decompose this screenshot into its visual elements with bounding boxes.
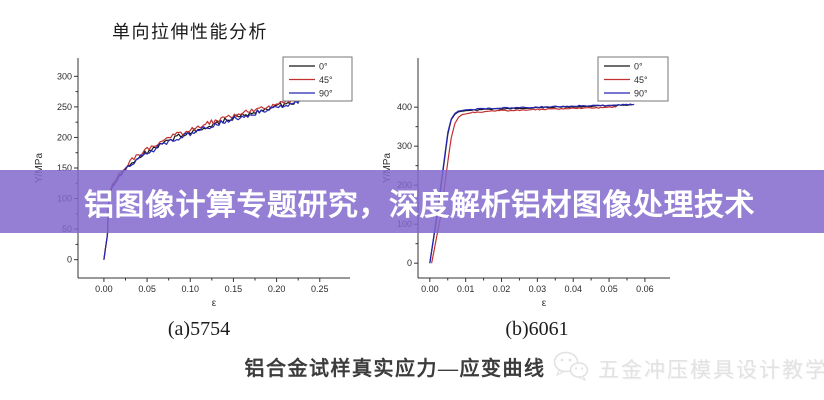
svg-text:0.03: 0.03 bbox=[529, 284, 547, 294]
chart-stress-strain-5754: 0.000.050.100.150.200.250501001502002503… bbox=[34, 56, 353, 308]
svg-text:0.00: 0.00 bbox=[95, 284, 113, 294]
svg-text:0.15: 0.15 bbox=[225, 284, 243, 294]
svg-text:250: 250 bbox=[57, 102, 72, 112]
svg-text:0.01: 0.01 bbox=[457, 284, 475, 294]
svg-text:0.20: 0.20 bbox=[268, 284, 286, 294]
svg-text:300: 300 bbox=[57, 71, 72, 81]
svg-text:45°: 45° bbox=[634, 75, 648, 85]
svg-text:0°: 0° bbox=[634, 62, 643, 72]
svg-text:300: 300 bbox=[397, 141, 412, 151]
svg-text:ε: ε bbox=[542, 298, 547, 308]
svg-text:ε: ε bbox=[212, 298, 217, 308]
svg-text:45°: 45° bbox=[319, 75, 333, 85]
svg-text:0.05: 0.05 bbox=[600, 284, 618, 294]
svg-text:90°: 90° bbox=[634, 89, 648, 99]
svg-text:0.02: 0.02 bbox=[493, 284, 511, 294]
svg-text:Y/MPa: Y/MPa bbox=[382, 153, 393, 183]
svg-text:0: 0 bbox=[407, 258, 412, 268]
svg-text:0.04: 0.04 bbox=[564, 284, 582, 294]
figure-title: 单向拉伸性能分析 bbox=[112, 22, 268, 42]
svg-text:0: 0 bbox=[67, 255, 72, 265]
watermark: 五金冲压模具设计教学 bbox=[552, 350, 824, 387]
headline-banner: 铝图像计算专题研究，深度解析铝材图像处理技术 bbox=[0, 170, 824, 233]
svg-text:0.10: 0.10 bbox=[181, 284, 199, 294]
wechat-icon bbox=[552, 350, 590, 387]
headline-text: 铝图像计算专题研究，深度解析铝材图像处理技术 bbox=[84, 188, 755, 222]
watermark-text: 五金冲压模具设计教学 bbox=[598, 358, 824, 382]
figure-caption: 铝合金试样真实应力—应变曲线 bbox=[244, 358, 546, 380]
subplot-label-6061: (b)6061 bbox=[505, 318, 569, 340]
svg-text:0.00: 0.00 bbox=[421, 284, 439, 294]
svg-text:400: 400 bbox=[397, 102, 412, 112]
svg-text:150: 150 bbox=[57, 163, 72, 173]
svg-text:0.25: 0.25 bbox=[311, 284, 329, 294]
svg-text:200: 200 bbox=[57, 132, 72, 142]
svg-text:0°: 0° bbox=[319, 62, 328, 72]
subplot-label-5754: (a)5754 bbox=[167, 318, 231, 340]
svg-text:0.06: 0.06 bbox=[636, 284, 654, 294]
svg-text:0.05: 0.05 bbox=[138, 284, 156, 294]
svg-text:90°: 90° bbox=[319, 89, 333, 99]
svg-text:Y/MPa: Y/MPa bbox=[34, 153, 45, 183]
